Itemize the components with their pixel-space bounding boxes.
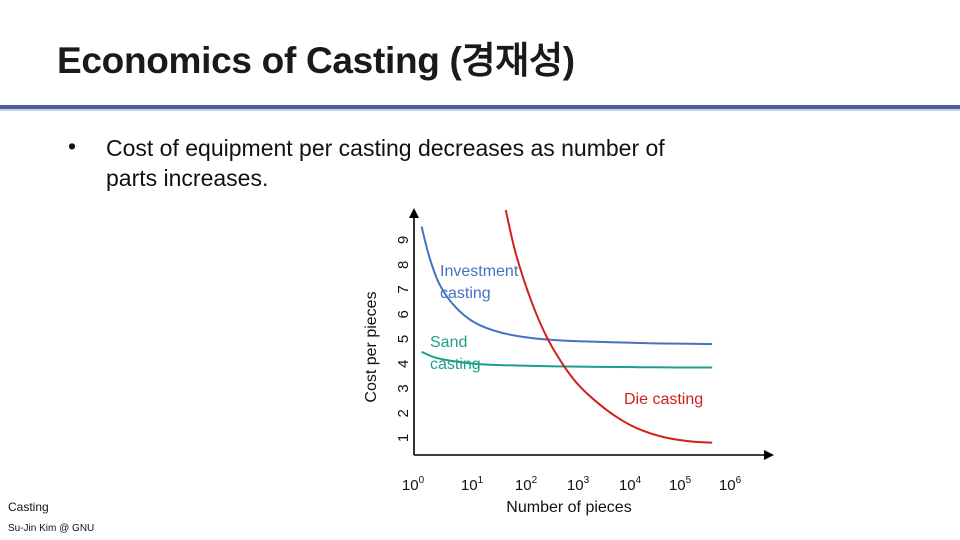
y-tick-label: 7 [395,285,412,293]
footer-label: Casting [8,500,49,514]
series-label-0: casting [440,285,491,302]
slide-title: Economics of Casting (경재성) [57,40,575,81]
chart-ticks: 1 2 3 4 5 6 7 8 9 100 101 102 103 104 105 106 [395,236,742,494]
title-rule-shadow [0,109,960,111]
x-tick-label: 103 [567,475,590,494]
y-tick-label: 8 [395,261,412,269]
x-tick-label: 100 [402,475,425,494]
y-axis-label: Cost per pieces [363,291,380,402]
x-tick-label: 105 [669,475,692,494]
y-tick-label: 9 [395,236,412,244]
bullet-text: Cost of equipment per casting decreases … [106,135,665,191]
x-axis-label: Number of pieces [506,499,631,516]
x-tick-label: 106 [719,475,742,494]
x-tick-label: 104 [619,475,642,494]
y-tick-label: 4 [395,360,412,368]
series-label-0: Investment [440,263,519,280]
series-label-2: Die casting [624,391,703,408]
y-tick-label: 3 [395,384,412,392]
series-line-1 [421,350,713,369]
x-tick-label: 101 [461,475,484,494]
bullet-marker: • [68,133,77,159]
title-rule [0,105,960,109]
chart-axes [409,208,774,460]
y-tick-label: 1 [395,434,412,442]
series-label-1: Sand [430,334,467,351]
series-line-2 [504,209,713,444]
chart-labels: Number of pieces Cost per pieces Investmen… [363,263,703,516]
series-label-1: casting [430,356,481,373]
y-tick-label: 2 [395,409,412,417]
footer-author: Su-Jin Kim @ GNU [8,523,95,534]
y-tick-label: 5 [395,335,412,343]
chart-curves [420,209,713,444]
series-line-0 [420,226,713,346]
x-tick-label: 102 [515,475,538,494]
y-tick-label: 6 [395,310,412,318]
